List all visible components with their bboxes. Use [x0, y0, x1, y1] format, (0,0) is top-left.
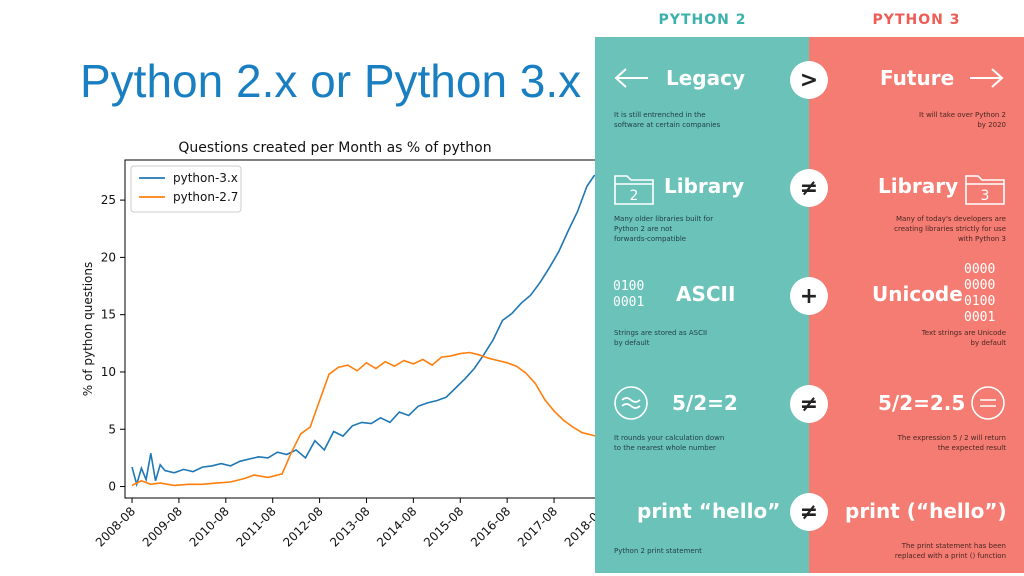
- x-tick-label: 2011-08: [233, 504, 278, 549]
- folder-badge-2: 2: [630, 188, 639, 204]
- x-tick-label: 2009-08: [140, 504, 185, 549]
- not-equal-symbol: ≠: [790, 169, 828, 207]
- legend-label-python-2.7: python-2.7: [173, 190, 238, 204]
- y-axis-label: % of python questions: [81, 262, 95, 396]
- ascii-bits: 0100 0001: [613, 279, 645, 310]
- future-title: Future: [880, 66, 955, 90]
- x-tick-label: 2010-08: [187, 504, 232, 549]
- unicode-bits: 0000 0000 0100 0001: [964, 262, 996, 325]
- int-division-desc: It rounds your calculation down to the n…: [614, 434, 725, 452]
- print-function-desc: The print statement has been replaced wi…: [894, 542, 1006, 560]
- y-tick-label: 10: [101, 365, 116, 379]
- true-division-desc: The expression 5 / 2 will return the exp…: [897, 434, 1006, 452]
- true-division-title: 5/2=2.5: [878, 391, 966, 415]
- print-statement-title: print “hello”: [637, 499, 781, 523]
- int-division-title: 5/2=2: [672, 391, 738, 415]
- plot-frame: [124, 159, 600, 499]
- line-chart: Questions created per Month as % of pyth…: [70, 130, 600, 576]
- python3-panel: [809, 37, 1024, 573]
- legacy-title: Legacy: [666, 66, 746, 90]
- legend-label-python-3.x: python-3.x: [173, 171, 238, 185]
- ascii-desc: Strings are stored as ASCII by default: [614, 329, 708, 347]
- ascii-title: ASCII: [676, 282, 736, 306]
- plus-symbol: +: [790, 277, 828, 315]
- y-tick-label: 25: [101, 193, 116, 207]
- arrow-right-icon: [970, 68, 1004, 88]
- folder-icon: 2: [614, 175, 654, 205]
- not-equal-symbol: ≠: [790, 493, 828, 531]
- unicode-desc: Text strings are Unicode by default: [921, 329, 1006, 347]
- slide-title: Python 2.x or Python 3.x: [80, 55, 582, 107]
- print-statement-desc: Python 2 print statement: [614, 547, 702, 555]
- folder-badge-3: 3: [981, 188, 990, 204]
- x-tick-label: 2017-08: [515, 504, 560, 549]
- not-equal-symbol: ≠: [790, 385, 828, 423]
- library-3-desc: Many of today's developers are creating …: [894, 215, 1006, 243]
- y-tick-label: 20: [101, 250, 116, 264]
- x-tick-label: 2008-08: [93, 504, 138, 549]
- approx-circle-icon: [614, 386, 648, 420]
- x-tick-label: 2012-08: [280, 504, 325, 549]
- arrow-left-icon: [614, 68, 648, 88]
- folder-icon: 3: [965, 175, 1005, 205]
- x-tick-label: 2016-08: [468, 504, 513, 549]
- x-tick-label: 2015-08: [421, 504, 466, 549]
- python2-header: PYTHON 2: [658, 12, 747, 28]
- python3-header: PYTHON 3: [872, 12, 961, 28]
- chart-svg: Questions created per Month as % of pyth…: [81, 140, 600, 550]
- unicode-title: Unicode: [872, 282, 963, 306]
- library-2-title: Library: [664, 174, 745, 198]
- python2-panel: [595, 37, 809, 573]
- print-function-title: print (“hello”): [845, 499, 1007, 523]
- equals-circle-icon: [971, 386, 1005, 420]
- series-line-python-2.7: [131, 351, 600, 487]
- greater-than-symbol: >: [790, 61, 828, 99]
- x-tick-label: 2013-08: [327, 504, 372, 549]
- y-tick-label: 0: [108, 480, 116, 494]
- future-desc: It will take over Python 2 by 2020: [919, 111, 1006, 129]
- y-tick-label: 5: [108, 422, 116, 436]
- chart-title: Questions created per Month as % of pyth…: [178, 140, 491, 156]
- series-line-python-3.x: [131, 172, 600, 488]
- library-2-desc: Many older libraries built for Python 2 …: [614, 215, 714, 243]
- x-tick-label: 2014-08: [374, 504, 419, 549]
- library-3-title: Library: [878, 174, 959, 198]
- y-tick-label: 15: [101, 308, 116, 322]
- legacy-desc: It is still entrenched in the software a…: [614, 111, 721, 129]
